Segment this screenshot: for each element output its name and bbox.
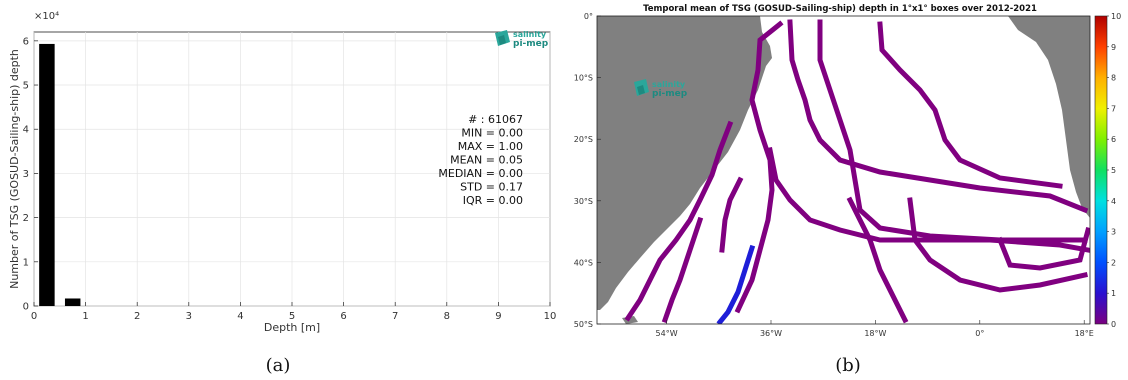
colorbar-tick-label: 10 — [1111, 12, 1121, 21]
histogram-x-ticks: 0 1 2 3 4 5 6 7 8 9 10 — [31, 302, 557, 322]
histogram-stat-line: MAX = 1.00 — [458, 140, 523, 153]
map-colorbar-ticks: 0 1 2 3 4 5 6 7 8 9 10 — [1107, 12, 1121, 329]
ship-track — [907, 197, 1088, 293]
map-colorbar — [1094, 15, 1108, 325]
map-panel: Temporal mean of TSG (GOSUD-Sailing-ship… — [574, 4, 1121, 376]
histogram-stat-line: MIN = 0.00 — [461, 127, 523, 140]
ship-track — [624, 120, 734, 322]
histogram-x-tick-label: 1 — [82, 311, 88, 322]
histogram-x-tick-label: 10 — [544, 311, 557, 322]
histogram-y-ticks: 0 1 2 3 4 5 6 — [23, 36, 38, 313]
histogram-logo: salinity pi-mep — [495, 30, 549, 49]
map-y-tick-label: 20°S — [574, 135, 593, 144]
ship-track — [877, 21, 1063, 189]
histogram-panel: 0 1 2 3 4 5 6 7 8 9 10 0 1 2 3 4 5 6 ×10⁴ Depth [m] Numb… — [8, 11, 556, 376]
map-y-tick-label: 40°S — [574, 258, 593, 267]
map-x-tick-label: 54°W — [656, 329, 678, 338]
histogram-x-tick-label: 7 — [392, 311, 398, 322]
map-ship-tracks — [624, 19, 1090, 324]
map-title: Temporal mean of TSG (GOSUD-Sailing-ship… — [643, 4, 1037, 14]
map-y-tick-label: 50°S — [574, 320, 593, 329]
histogram-stat-line: # : 61067 — [468, 113, 523, 126]
svg-text:salinity: salinity — [652, 80, 686, 89]
histogram-x-tick-label: 3 — [186, 311, 192, 322]
histogram-y-tick-label: 6 — [23, 36, 29, 47]
histogram-x-tick-label: 0 — [31, 311, 37, 322]
colorbar-tick-label: 7 — [1111, 104, 1116, 113]
ship-track-deep — [716, 244, 756, 324]
colorbar-tick-label: 2 — [1111, 258, 1116, 267]
histogram-stat-line: IQR = 0.00 — [463, 194, 523, 207]
ship-track — [996, 226, 1090, 271]
histogram-x-axis-label: Depth [m] — [264, 321, 320, 334]
colorbar-tick-label: 0 — [1111, 320, 1116, 329]
salinity-logo-icon — [634, 79, 649, 96]
histogram-y-tick-label: 4 — [23, 125, 29, 136]
histogram-y-tick-label: 1 — [23, 257, 29, 268]
ship-track — [767, 147, 1090, 253]
map-x-tick-label: 0° — [975, 329, 984, 338]
histogram-y-tick-label: 2 — [23, 213, 29, 224]
colorbar-tick-label: 8 — [1111, 74, 1116, 83]
ship-track — [719, 176, 744, 253]
map-x-tick-label: 36°W — [760, 329, 782, 338]
histogram-x-tick-label: 5 — [289, 311, 295, 322]
histogram-bars — [39, 43, 81, 307]
map-logo: salinity pi-mep — [634, 79, 688, 99]
caption-a: (a) — [266, 355, 291, 376]
histogram-y-tick-label: 5 — [23, 81, 29, 92]
salinity-logo-icon — [495, 30, 510, 46]
map-y-ticks: 0° 10°S 20°S 30°S 40°S 50°S — [574, 12, 601, 329]
histogram-y-axis-label: Number of TSG (GOSUD-Sailing-ship) depth — [8, 49, 21, 289]
histogram-stat-line: MEDIAN = 0.00 — [438, 167, 523, 180]
histogram-x-tick-label: 9 — [495, 311, 501, 322]
svg-text:pi-mep: pi-mep — [652, 89, 688, 99]
map-x-tick-label: 18°E — [1075, 329, 1094, 338]
caption-b: (b) — [835, 355, 861, 376]
histogram-x-tick-label: 2 — [134, 311, 140, 322]
histogram-x-tick-label: 6 — [340, 311, 346, 322]
colorbar-tick-label: 4 — [1111, 197, 1116, 206]
histogram-x-tick-label: 8 — [444, 311, 450, 322]
colorbar-tick-label: 3 — [1111, 228, 1116, 237]
svg-text:pi-mep: pi-mep — [513, 39, 549, 49]
histogram-y-tick-label: 3 — [23, 169, 29, 180]
histogram-stat-line: STD = 0.17 — [460, 181, 523, 194]
ship-track — [661, 216, 704, 324]
histogram-x-tick-label: 4 — [237, 311, 243, 322]
colorbar-tick-label: 5 — [1111, 166, 1116, 175]
map-y-tick-label: 10°S — [574, 74, 593, 83]
map-y-tick-label: 30°S — [574, 197, 593, 206]
colorbar-tick-label: 9 — [1111, 43, 1116, 52]
histogram-y-tick-label: 0 — [23, 302, 29, 313]
map-x-tick-label: 18°W — [864, 329, 886, 338]
histogram-gridlines — [33, 32, 551, 307]
colorbar-tick-label: 6 — [1111, 135, 1116, 144]
ship-track — [787, 19, 1089, 214]
africa-landmass — [1008, 16, 1090, 218]
ship-track — [846, 196, 909, 324]
svg-text:salinity: salinity — [513, 30, 547, 39]
histogram-exponent-label: ×10⁴ — [34, 11, 59, 22]
colorbar-tick-label: 1 — [1111, 289, 1116, 298]
histogram-stat-line: MEAN = 0.05 — [450, 154, 523, 167]
histogram-bar — [39, 43, 55, 307]
ship-track — [817, 19, 1088, 243]
map-x-ticks: 54°W 36°W 18°W 0° 18°E — [656, 320, 1094, 338]
map-y-tick-label: 0° — [584, 12, 593, 21]
map-frame — [596, 15, 1091, 325]
histogram-bar — [64, 298, 81, 306]
